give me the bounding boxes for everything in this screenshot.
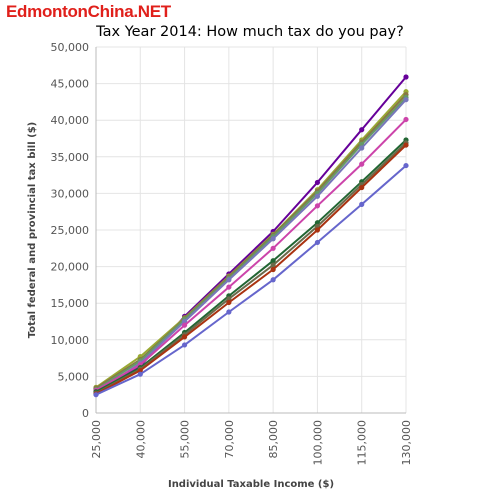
data-point	[226, 309, 232, 315]
x-tick-label: 130,000	[400, 420, 413, 466]
data-point	[403, 74, 409, 80]
data-point	[270, 258, 276, 264]
series-line	[95, 118, 407, 392]
series-line	[95, 91, 407, 389]
data-point	[403, 97, 409, 103]
data-point	[403, 162, 409, 169]
y-tick-label: 40,000	[51, 114, 90, 127]
x-axis-title: Individual Taxable Income ($)	[168, 479, 334, 490]
data-point	[93, 392, 99, 398]
y-tick-label: 50,000	[51, 41, 90, 54]
y-tick-label: 15,000	[51, 297, 90, 310]
data-point	[359, 127, 365, 133]
y-axis-title: Total federal and provincial tax bill ($…	[27, 122, 38, 339]
data-point	[359, 201, 365, 207]
y-tick-label: 0	[82, 407, 89, 420]
data-point	[137, 367, 143, 374]
axes	[95, 47, 406, 414]
data-point	[226, 277, 232, 283]
series-10	[93, 162, 409, 398]
y-tick-label: 10,000	[51, 334, 90, 347]
data-point	[359, 161, 365, 167]
chart-title: Tax Year 2014: How much tax do you pay?	[95, 24, 404, 40]
data-point	[181, 342, 188, 348]
y-tick-label: 30,000	[51, 187, 90, 200]
data-point	[270, 266, 276, 273]
y-tick-label: 5,000	[58, 370, 90, 383]
data-point	[314, 179, 321, 186]
series-line	[95, 164, 407, 396]
x-axis-ticks: 25,000 40,000 55,000 70,000 85,000 100,000 115…	[90, 420, 413, 466]
data-point	[270, 277, 276, 283]
x-tick-label: 115,000	[356, 420, 369, 466]
y-tick-label: 45,000	[51, 78, 90, 91]
series-line	[95, 139, 407, 393]
x-tick-label: 55,000	[179, 420, 192, 459]
x-tick-label: 40,000	[134, 420, 147, 459]
data-point	[403, 116, 409, 123]
data-point	[226, 284, 232, 290]
data-point	[314, 203, 321, 209]
data-point	[314, 227, 321, 233]
data-point	[270, 262, 276, 268]
y-tick-label: 35,000	[51, 151, 90, 164]
series-line	[95, 142, 407, 395]
x-tick-label: 70,000	[223, 420, 236, 459]
data-point	[137, 371, 143, 377]
data-point	[226, 296, 232, 302]
data-point	[181, 322, 188, 328]
y-tick-label: 25,000	[51, 224, 90, 237]
data-point	[314, 193, 321, 199]
x-tick-label: 85,000	[267, 420, 280, 459]
x-tick-label: 100,000	[311, 420, 324, 466]
series-layer	[93, 74, 409, 398]
y-axis-ticks: 0 5,000 10,000 15,000 20,000 25,000 30,000 35,0…	[51, 41, 90, 420]
series-line	[95, 99, 407, 394]
data-point	[226, 299, 232, 306]
series-line	[95, 76, 407, 390]
data-point	[270, 236, 276, 242]
series-line	[95, 144, 407, 395]
x-tick-label: 25,000	[90, 420, 103, 459]
data-point	[314, 239, 321, 246]
y-tick-label: 20,000	[51, 261, 90, 274]
data-point	[359, 145, 365, 151]
data-point	[403, 142, 409, 148]
data-point	[270, 245, 276, 251]
watermark-logo: EdmontonChina.NET	[6, 2, 171, 21]
series-line	[95, 96, 407, 391]
data-point	[181, 334, 188, 340]
data-point	[359, 184, 365, 191]
